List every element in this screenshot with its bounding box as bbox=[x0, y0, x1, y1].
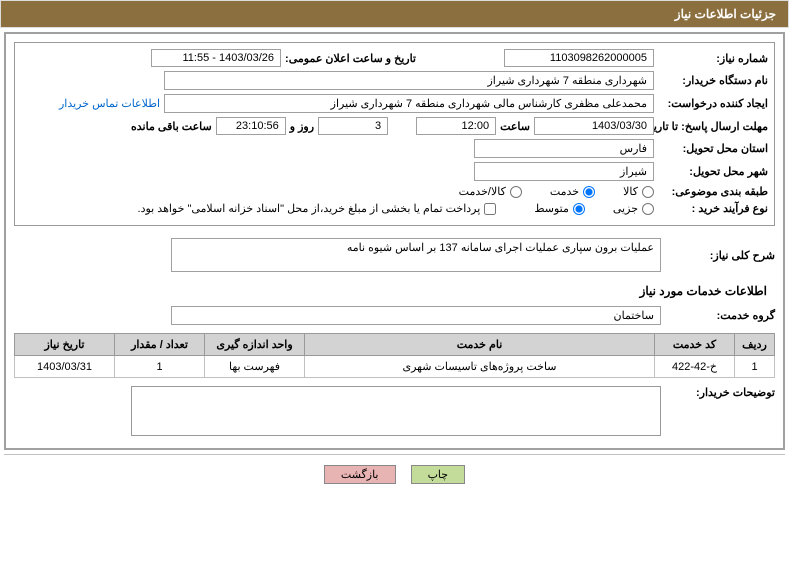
buyer-notes-label: توضیحات خریدار: bbox=[665, 386, 775, 399]
col-unit: واحد اندازه گیری bbox=[205, 334, 305, 356]
row-service-group: گروه خدمت: ساختمان bbox=[14, 306, 775, 325]
service-group-value: ساختمان bbox=[171, 306, 661, 325]
row-requester: ایجاد کننده درخواست: محمدعلی مظفری کارشن… bbox=[21, 94, 768, 113]
row-need-number: شماره نیاز: 1103098262000005 تاریخ و ساع… bbox=[21, 49, 768, 67]
province-label: استان محل تحویل: bbox=[658, 142, 768, 155]
buyer-label: نام دستگاه خریدار: bbox=[658, 74, 768, 87]
buyer-notes-textarea[interactable] bbox=[131, 386, 661, 436]
col-service-code: کد خدمت bbox=[655, 334, 735, 356]
radio-service-label: خدمت bbox=[550, 185, 579, 198]
remaining-time: 23:10:56 bbox=[216, 117, 286, 135]
cell-service-code: خ-42-422 bbox=[655, 356, 735, 378]
row-classification: طبقه بندی موضوعی: کالا خدمت کالا/خدمت bbox=[21, 185, 768, 198]
radio-goods-service[interactable] bbox=[510, 186, 522, 198]
radio-medium-label: متوسط bbox=[534, 202, 569, 215]
deadline-time-label: ساعت bbox=[500, 120, 530, 133]
cell-unit: فهرست بها bbox=[205, 356, 305, 378]
cell-quantity: 1 bbox=[115, 356, 205, 378]
classification-label: طبقه بندی موضوعی: bbox=[658, 185, 768, 198]
row-deadline: مهلت ارسال پاسخ: تا تاریخ: 1403/03/30 سا… bbox=[21, 117, 768, 135]
col-need-date: تاریخ نیاز bbox=[15, 334, 115, 356]
province-value: فارس bbox=[474, 139, 654, 158]
service-group-label: گروه خدمت: bbox=[665, 309, 775, 322]
description-value: عملیات برون سپاری عملیات اجرای سامانه 13… bbox=[171, 238, 661, 272]
form-section-top: شماره نیاز: 1103098262000005 تاریخ و ساع… bbox=[14, 42, 775, 226]
radio-service-group: خدمت bbox=[550, 185, 595, 198]
radio-medium-group: متوسط bbox=[534, 202, 585, 215]
col-service-name: نام خدمت bbox=[305, 334, 655, 356]
remaining-days-label: روز و bbox=[290, 120, 314, 133]
requester-value: محمدعلی مظفری کارشناس مالی شهرداری منطقه… bbox=[164, 94, 654, 113]
row-description: شرح کلی نیاز: عملیات برون سپاری عملیات ا… bbox=[14, 238, 775, 272]
col-quantity: تعداد / مقدار bbox=[115, 334, 205, 356]
city-value: شیراز bbox=[474, 162, 654, 181]
button-row: چاپ بازگشت bbox=[4, 454, 785, 494]
city-label: شهر محل تحویل: bbox=[658, 165, 768, 178]
announcement-date-label: تاریخ و ساعت اعلان عمومی: bbox=[285, 52, 416, 65]
deadline-date: 1403/03/30 bbox=[534, 117, 654, 135]
cell-service-name: ساخت پروژه‌های تاسیسات شهری bbox=[305, 356, 655, 378]
need-number-label: شماره نیاز: bbox=[658, 52, 768, 65]
table-header-row: ردیف کد خدمت نام خدمت واحد اندازه گیری ت… bbox=[15, 334, 775, 356]
radio-goods-group: کالا bbox=[623, 185, 654, 198]
row-purchase-type: نوع فرآیند خرید : جزیی متوسط پرداخت تمام… bbox=[21, 202, 768, 215]
print-button[interactable]: چاپ bbox=[411, 465, 466, 484]
back-button[interactable]: بازگشت bbox=[324, 465, 396, 484]
cell-row-num: 1 bbox=[735, 356, 775, 378]
announcement-date-value: 1403/03/26 - 11:55 bbox=[151, 49, 281, 67]
remaining-time-label: ساعت باقی مانده bbox=[131, 120, 212, 133]
radio-goods[interactable] bbox=[642, 186, 654, 198]
page-header: جزئیات اطلاعات نیاز bbox=[0, 0, 789, 28]
main-container: شماره نیاز: 1103098262000005 تاریخ و ساع… bbox=[4, 32, 785, 450]
col-row-num: ردیف bbox=[735, 334, 775, 356]
table-row: 1 خ-42-422 ساخت پروژه‌های تاسیسات شهری ف… bbox=[15, 356, 775, 378]
services-table: ردیف کد خدمت نام خدمت واحد اندازه گیری ت… bbox=[14, 333, 775, 378]
radio-service[interactable] bbox=[583, 186, 595, 198]
contact-buyer-link[interactable]: اطلاعات تماس خریدار bbox=[59, 97, 160, 110]
row-buyer-notes: توضیحات خریدار: bbox=[14, 386, 775, 436]
treasury-note: پرداخت تمام یا بخشی از مبلغ خرید،از محل … bbox=[138, 202, 481, 215]
row-city: شهر محل تحویل: شیراز bbox=[21, 162, 768, 181]
row-buyer: نام دستگاه خریدار: شهرداری منطقه 7 شهردا… bbox=[21, 71, 768, 90]
radio-partial[interactable] bbox=[642, 203, 654, 215]
cell-need-date: 1403/03/31 bbox=[15, 356, 115, 378]
radio-goods-service-group: کالا/خدمت bbox=[459, 185, 522, 198]
row-province: استان محل تحویل: فارس bbox=[21, 139, 768, 158]
services-info-header: اطلاعات خدمات مورد نیاز bbox=[14, 280, 775, 302]
requester-label: ایجاد کننده درخواست: bbox=[658, 97, 768, 110]
radio-partial-group: جزیی bbox=[613, 202, 654, 215]
deadline-label: مهلت ارسال پاسخ: تا تاریخ: bbox=[658, 120, 768, 133]
treasury-checkbox[interactable] bbox=[484, 203, 496, 215]
radio-partial-label: جزیی bbox=[613, 202, 638, 215]
deadline-time: 12:00 bbox=[416, 117, 496, 135]
description-label: شرح کلی نیاز: bbox=[665, 249, 775, 262]
buyer-value: شهرداری منطقه 7 شهرداری شیراز bbox=[164, 71, 654, 90]
purchase-type-label: نوع فرآیند خرید : bbox=[658, 202, 768, 215]
radio-goods-service-label: کالا/خدمت bbox=[459, 185, 506, 198]
need-number-value: 1103098262000005 bbox=[504, 49, 654, 67]
remaining-days: 3 bbox=[318, 117, 388, 135]
radio-medium[interactable] bbox=[573, 203, 585, 215]
page-title: جزئیات اطلاعات نیاز bbox=[675, 7, 776, 21]
radio-goods-label: کالا bbox=[623, 185, 638, 198]
